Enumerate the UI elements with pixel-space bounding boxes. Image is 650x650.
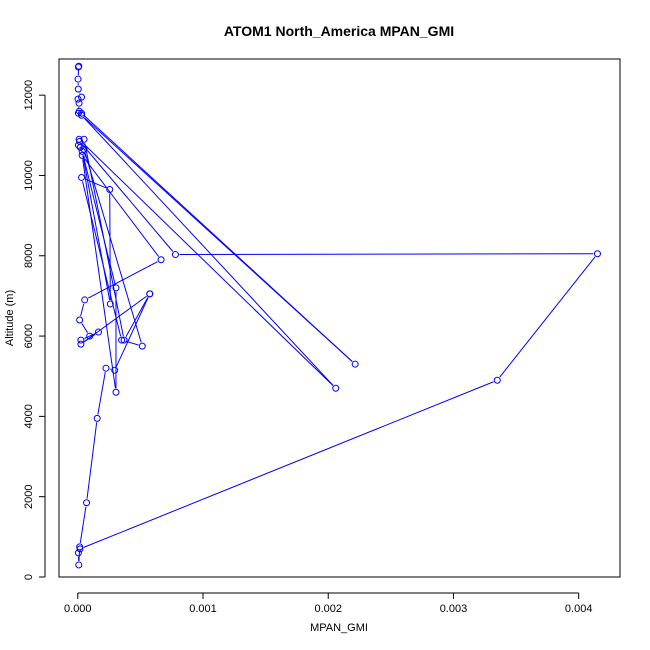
series-line-segment bbox=[83, 381, 494, 548]
y-tick-label: 12000 bbox=[23, 80, 35, 111]
y-tick-label: 6000 bbox=[23, 324, 35, 348]
data-point bbox=[76, 316, 84, 324]
chart-title: ATOM1 North_America MPAN_GMI bbox=[224, 23, 454, 39]
y-tick-label: 8000 bbox=[23, 244, 35, 268]
data-point bbox=[74, 95, 82, 103]
data-point bbox=[78, 173, 86, 181]
x-tick-label: 0.004 bbox=[565, 603, 593, 615]
series-line-segment bbox=[83, 295, 147, 343]
plot-frame bbox=[58, 58, 621, 578]
data-point bbox=[77, 340, 85, 348]
data-point bbox=[118, 336, 126, 344]
series-line-segment bbox=[81, 144, 174, 252]
data-point bbox=[76, 143, 84, 151]
y-axis-label: Altitude (m) bbox=[4, 290, 16, 346]
x-axis-label: MPAN_GMI bbox=[310, 622, 368, 634]
series-line-segment bbox=[97, 372, 106, 415]
series-line-segment bbox=[84, 158, 160, 257]
series-layer bbox=[74, 62, 601, 569]
x-tick-label: 0.002 bbox=[314, 603, 342, 615]
data-point bbox=[81, 296, 89, 304]
y-tick-label: 0 bbox=[23, 574, 35, 580]
data-point bbox=[80, 145, 88, 153]
data-point bbox=[351, 360, 359, 368]
data-point bbox=[75, 62, 83, 70]
data-point bbox=[78, 109, 86, 117]
data-point bbox=[80, 135, 88, 143]
data-point bbox=[146, 290, 154, 298]
series-line-segment bbox=[115, 297, 149, 367]
x-tick-label: 0.003 bbox=[440, 603, 468, 615]
series-line-segment bbox=[125, 340, 139, 346]
data-point bbox=[332, 384, 340, 392]
data-point bbox=[102, 364, 110, 372]
series-line-segment bbox=[87, 261, 158, 299]
series-line-segment bbox=[81, 141, 334, 386]
series-line-segment bbox=[83, 117, 334, 386]
series-line-segment bbox=[80, 303, 85, 317]
series-line-segment bbox=[82, 155, 116, 285]
data-point bbox=[83, 499, 91, 507]
series-line-segment bbox=[85, 178, 107, 189]
series-line-segment bbox=[84, 153, 142, 343]
x-tick-label: 0.000 bbox=[64, 603, 92, 615]
data-point bbox=[78, 93, 86, 101]
y-tick-label: 2000 bbox=[23, 484, 35, 508]
series-line-segment bbox=[499, 256, 596, 378]
data-point bbox=[86, 332, 94, 340]
data-point bbox=[75, 561, 83, 569]
data-point bbox=[74, 75, 82, 83]
data-point bbox=[493, 376, 501, 384]
data-point bbox=[157, 256, 165, 264]
series-line-segment bbox=[179, 253, 594, 256]
data-point bbox=[74, 141, 82, 149]
y-tick-label: 10000 bbox=[23, 160, 35, 191]
data-point bbox=[111, 366, 119, 374]
data-point bbox=[138, 342, 146, 350]
data-point bbox=[106, 186, 114, 194]
data-point bbox=[112, 388, 120, 396]
x-tick-label: 0.001 bbox=[189, 603, 217, 615]
data-point bbox=[78, 111, 86, 119]
series-line-segment bbox=[82, 155, 111, 301]
data-point bbox=[171, 251, 179, 259]
data-point bbox=[120, 336, 128, 344]
series-line-segment bbox=[82, 159, 116, 389]
data-point bbox=[75, 99, 83, 107]
data-point bbox=[94, 328, 102, 336]
series-line-segment bbox=[79, 506, 87, 544]
data-point bbox=[106, 300, 114, 308]
y-tick-label: 4000 bbox=[23, 404, 35, 428]
series-line-segment bbox=[84, 117, 353, 362]
data-point bbox=[75, 107, 83, 115]
data-point bbox=[74, 85, 82, 93]
series-line-segment bbox=[84, 333, 96, 339]
data-point bbox=[77, 336, 85, 344]
data-point bbox=[78, 147, 86, 155]
data-point bbox=[76, 543, 84, 551]
y-axis: 0 2000 4000 6000 8000 10000 12000 bbox=[23, 80, 46, 580]
data-point bbox=[93, 414, 101, 422]
series-line-segment bbox=[109, 193, 111, 300]
data-point bbox=[78, 151, 86, 159]
series-line-segment bbox=[81, 323, 88, 333]
x-axis: 0.000 0.001 0.002 0.003 0.004 bbox=[64, 592, 593, 615]
data-point bbox=[593, 250, 601, 258]
series-line-segment bbox=[86, 422, 98, 499]
data-point bbox=[112, 284, 120, 292]
series-line-segment bbox=[125, 297, 149, 337]
